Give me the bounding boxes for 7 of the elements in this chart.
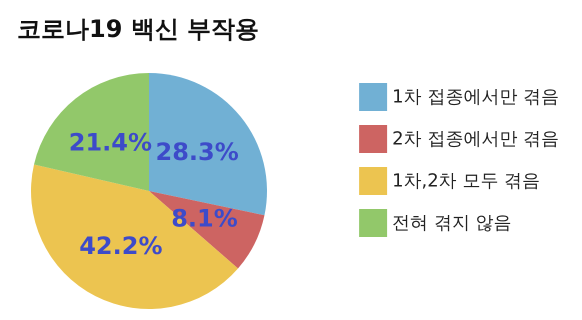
chart-title: 코로나19 백신 부작용 [17,15,260,43]
legend-label: 2차 접종에서만 겪음 [392,128,560,150]
data-label: 28.3% [156,138,239,166]
legend-label: 1차 접종에서만 겪음 [392,86,560,108]
legend-label: 1차,2차 모두 겪음 [392,170,540,192]
data-label: 42.2% [79,232,162,260]
legend-label: 전혀 겪지 않음 [392,212,512,234]
